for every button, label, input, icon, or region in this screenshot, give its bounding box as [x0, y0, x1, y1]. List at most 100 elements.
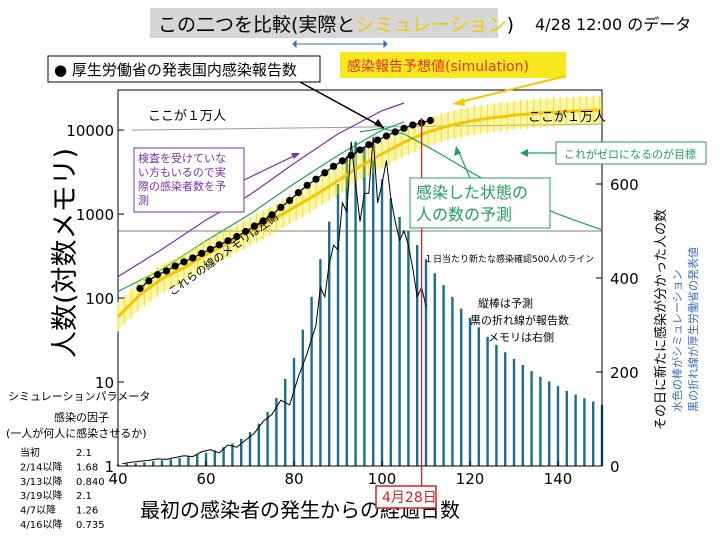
param-value: 2.1	[76, 448, 92, 459]
daily-bar	[292, 357, 296, 466]
daily-bar	[240, 438, 243, 466]
params-title: シミュレーションパラメータ	[8, 390, 150, 403]
infected-state-box	[409, 177, 551, 229]
untested-l3: 際の感染者数を予	[138, 179, 226, 193]
daily-bar	[336, 184, 340, 466]
x-tick-label: 40	[108, 470, 127, 488]
reported-point	[259, 217, 267, 225]
reported-point	[409, 121, 417, 129]
daily-bar	[556, 386, 560, 466]
x-tick-label: 140	[544, 470, 573, 488]
reported-point	[347, 151, 355, 159]
data-date: 4/28 12:00 のデータ	[535, 15, 691, 34]
y-right-title: その日に新たに感染が分かった人の数	[653, 209, 669, 430]
reported-point	[154, 271, 162, 279]
daily-bar	[574, 394, 577, 466]
left-scale-note: これらの線のメモリは左側	[166, 210, 281, 299]
daily-bar	[231, 443, 234, 466]
reported-cumulative-line	[139, 119, 431, 289]
reported-point	[233, 232, 241, 241]
daily-bar	[451, 296, 454, 466]
ten-thousand-left: ここが１万人	[148, 109, 226, 124]
target-label: これがゼロになるのが目標	[564, 147, 696, 161]
daily-bar	[301, 329, 304, 466]
daily-bar	[354, 141, 357, 466]
reported-label: ● 厚生労働省の発表国内感染報告数	[54, 61, 297, 79]
y-right-tick-label: 600	[610, 176, 639, 194]
reported-point	[215, 241, 223, 249]
compare-arrows	[292, 39, 388, 49]
daily-bar	[275, 397, 278, 466]
daily-bar	[539, 376, 542, 466]
daily-bar	[583, 398, 586, 466]
reported-box	[47, 55, 321, 83]
x-tick-label: 120	[456, 470, 485, 488]
date-marker-label: 4月28日	[382, 490, 437, 506]
reported-point	[180, 258, 188, 266]
daily-bar	[319, 259, 322, 466]
reported-arrow	[299, 81, 385, 129]
reported-point	[224, 237, 232, 245]
daily-bar	[530, 371, 533, 466]
reported-point	[321, 169, 329, 177]
daily-bar	[468, 317, 472, 466]
param-label: 3/13以降	[20, 475, 62, 488]
reported-point	[312, 175, 320, 183]
reported-point	[400, 124, 408, 132]
reported-point	[242, 227, 250, 236]
untested-l4: 測	[138, 193, 149, 207]
series-layer	[116, 95, 603, 486]
params-factor-l2: (一人が何人に感染させるか)	[6, 426, 147, 440]
reported-point	[286, 196, 294, 205]
reported-point	[338, 157, 346, 165]
forecast-box	[340, 52, 566, 78]
daily-bar	[477, 327, 480, 466]
reported-point	[171, 262, 179, 270]
daily-bar	[504, 352, 507, 466]
y-right-tick-label: 200	[610, 364, 639, 382]
daily-bar	[565, 390, 568, 466]
param-value: 2.1	[76, 491, 92, 502]
right-note-reported: 黒の折れ線が厚生労働省の発表値	[686, 247, 700, 412]
daily-bar	[152, 461, 155, 466]
daily-bar	[486, 336, 489, 466]
bars-note-l3: メモリは右側	[488, 330, 554, 344]
daily-bar	[248, 432, 252, 466]
param-label: 当初	[20, 446, 40, 459]
daily-bar	[213, 450, 216, 466]
x-tick-label: 60	[196, 470, 215, 488]
daily-bar	[187, 456, 190, 466]
tick-layer: 40 60 80 100 120 140 1 10 100 1000 10000 0 200 400 600	[66, 122, 638, 488]
daily-bar	[345, 155, 348, 467]
daily-bar	[512, 358, 516, 466]
untested-arrow	[243, 153, 299, 181]
reported-point	[382, 132, 390, 140]
daily-bar	[398, 216, 401, 466]
daily-bars-layer	[116, 141, 604, 467]
param-value: 0.735	[76, 520, 105, 531]
params-rows: 当初 2.1 2/14以降 1.68 3/13以降 0.840 3/19以降 2.1 4/7以降…	[20, 446, 105, 531]
date-marker-box	[375, 485, 437, 509]
daily-bar	[257, 423, 260, 466]
infected-state-l2: 人の数の予測	[416, 205, 512, 224]
reported-point	[426, 116, 434, 125]
daily-bar	[363, 146, 366, 466]
daily-bar	[160, 460, 164, 466]
reported-point	[268, 211, 276, 219]
daily-bar	[125, 463, 128, 466]
daily-bar	[389, 198, 392, 466]
daily-bar	[416, 245, 419, 466]
reported-point	[303, 181, 311, 189]
daily-bar	[134, 463, 137, 466]
y-right-tick-label: 400	[610, 270, 639, 288]
daily-bar	[407, 231, 410, 466]
bars-note-l2: 黒の折れ線が報告数	[470, 313, 569, 327]
param-value: 0.840	[76, 477, 105, 488]
daily-bar	[178, 458, 181, 466]
compare-box	[150, 8, 498, 38]
param-value: 1.68	[76, 462, 98, 473]
daily-bar	[380, 179, 384, 467]
forecast-arrow	[459, 75, 567, 103]
reported-point	[198, 249, 206, 257]
